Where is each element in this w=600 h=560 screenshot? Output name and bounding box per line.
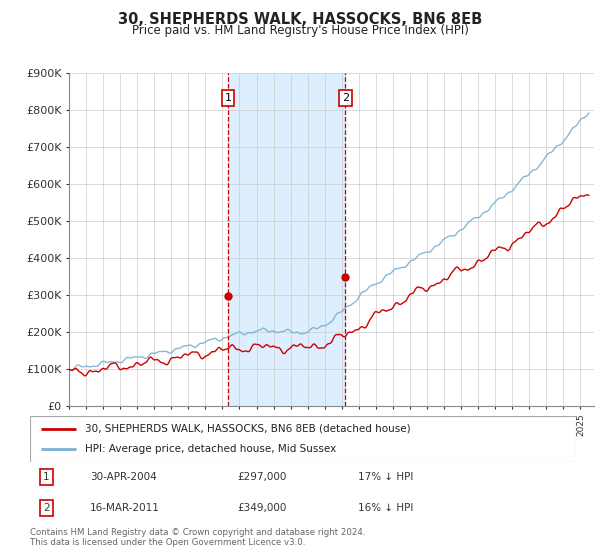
Text: HPI: Average price, detached house, Mid Sussex: HPI: Average price, detached house, Mid … <box>85 444 336 454</box>
Text: Price paid vs. HM Land Registry's House Price Index (HPI): Price paid vs. HM Land Registry's House … <box>131 24 469 36</box>
Text: 17% ↓ HPI: 17% ↓ HPI <box>358 472 413 482</box>
Text: 30, SHEPHERDS WALK, HASSOCKS, BN6 8EB: 30, SHEPHERDS WALK, HASSOCKS, BN6 8EB <box>118 12 482 27</box>
Text: 30-APR-2004: 30-APR-2004 <box>90 472 157 482</box>
Text: £297,000: £297,000 <box>238 472 287 482</box>
Text: 2: 2 <box>43 503 50 514</box>
Text: Contains HM Land Registry data © Crown copyright and database right 2024.
This d: Contains HM Land Registry data © Crown c… <box>30 528 365 548</box>
Text: 2: 2 <box>342 93 349 103</box>
Text: 16% ↓ HPI: 16% ↓ HPI <box>358 503 413 514</box>
Bar <box>228 73 346 406</box>
Text: 1: 1 <box>224 93 232 103</box>
Text: 16-MAR-2011: 16-MAR-2011 <box>90 503 160 514</box>
Text: 30, SHEPHERDS WALK, HASSOCKS, BN6 8EB (detached house): 30, SHEPHERDS WALK, HASSOCKS, BN6 8EB (d… <box>85 424 410 434</box>
Text: 1: 1 <box>43 472 50 482</box>
Text: £349,000: £349,000 <box>238 503 287 514</box>
